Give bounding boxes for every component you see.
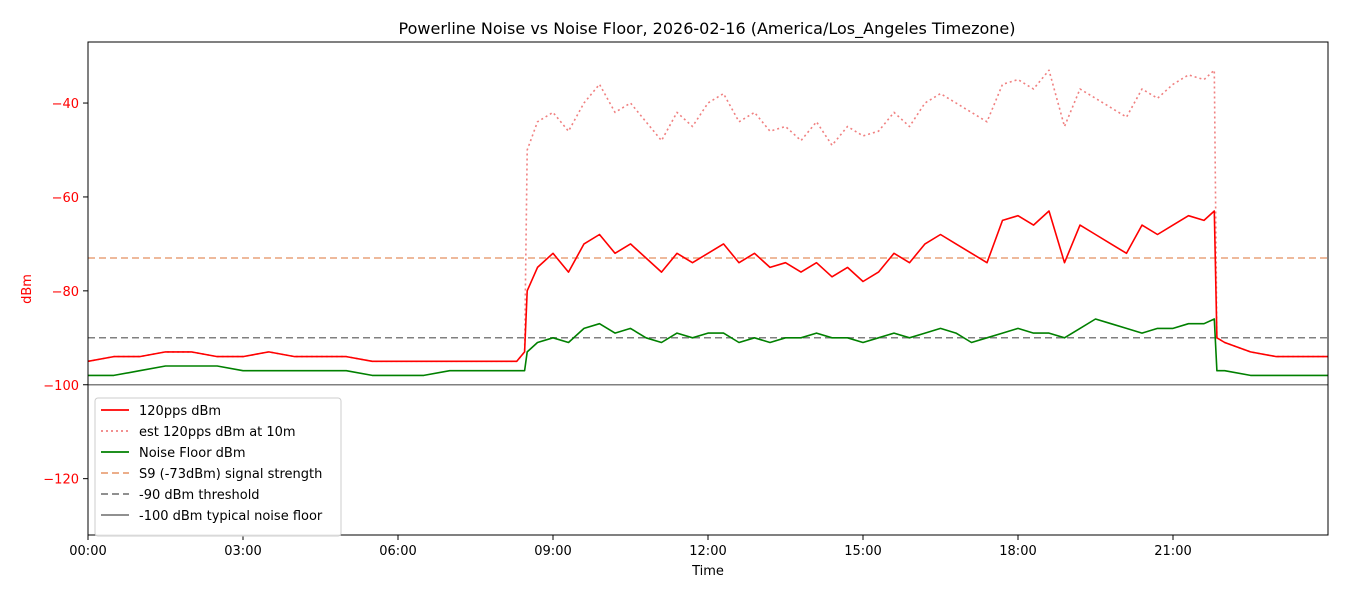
- x-tick-label: 12:00: [689, 544, 726, 559]
- y-tick-label: −60: [52, 191, 79, 206]
- y-axis-label: dBm: [20, 274, 35, 304]
- series-line-0: [88, 210, 1328, 363]
- x-tick-label: 18:00: [999, 544, 1036, 559]
- x-tick-label: 21:00: [1154, 544, 1191, 559]
- legend-box: [94, 397, 342, 537]
- legend-label: -90 dBm threshold: [139, 488, 260, 503]
- y-tick-label: −100: [43, 379, 79, 394]
- x-tick-label: 09:00: [534, 544, 571, 559]
- y-tick-label: −120: [43, 473, 79, 488]
- chart-title: Powerline Noise vs Noise Floor, 2026-02-…: [399, 19, 1016, 39]
- legend-label: 120pps dBm: [139, 404, 221, 419]
- legend: 120pps dBm est 120pps dBm at 10m Noise Flo…: [94, 397, 342, 537]
- x-tick-label: 00:00: [69, 544, 106, 559]
- y-tick-label: −40: [52, 97, 79, 112]
- x-axis-label: Time: [691, 564, 724, 579]
- series-line-2: [88, 318, 1328, 377]
- legend-label: -100 dBm typical noise floor: [139, 509, 323, 524]
- series-line-1: [88, 69, 1328, 363]
- legend-label: est 120pps dBm at 10m: [139, 425, 296, 440]
- x-tick-label: 15:00: [844, 544, 881, 559]
- legend-label: S9 (-73dBm) signal strength: [139, 467, 322, 482]
- series-layer: [88, 69, 1328, 386]
- x-tick-label: 03:00: [224, 544, 261, 559]
- x-tick-label: 06:00: [379, 544, 416, 559]
- ticks-layer: 00:00 03:00 06:00 09:00 12:00 15:00 18:00 21:00…: [43, 97, 1191, 559]
- y-tick-label: −80: [52, 285, 79, 300]
- legend-label: Noise Floor dBm: [139, 446, 246, 461]
